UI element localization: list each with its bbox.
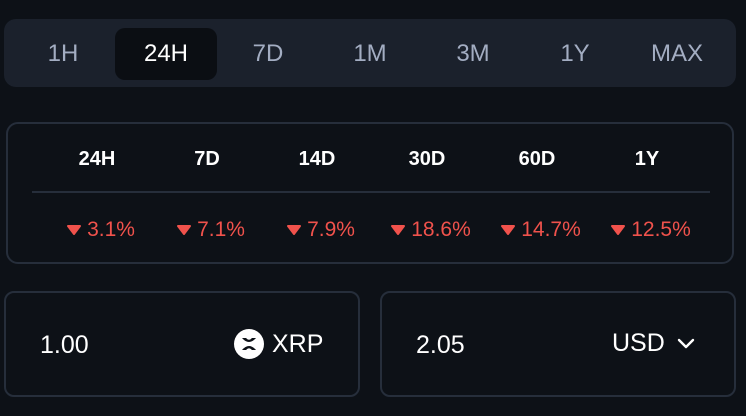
change-value-text: 7.9% bbox=[307, 218, 355, 241]
change-value-text: 3.1% bbox=[87, 218, 135, 241]
change-value-text: 12.5% bbox=[631, 218, 691, 241]
chevron-down-icon bbox=[677, 338, 694, 348]
caret-down-icon bbox=[287, 225, 302, 235]
change-value-30d: 18.6% bbox=[376, 218, 486, 242]
tab-7d[interactable]: 7D bbox=[252, 40, 284, 67]
change-value-60d: 14.7% bbox=[486, 218, 596, 242]
xrp-logo-icon bbox=[234, 329, 264, 359]
from-amount-field[interactable]: 1.00 XRP bbox=[4, 291, 360, 397]
to-currency-label: USD bbox=[612, 329, 665, 357]
caret-down-icon bbox=[611, 225, 626, 235]
tab-1h[interactable]: 1H bbox=[47, 40, 79, 67]
tab-1m[interactable]: 1M bbox=[353, 40, 387, 67]
change-value-14d: 7.9% bbox=[266, 218, 376, 242]
from-currency-label: XRP bbox=[272, 329, 324, 358]
price-change-card: 24H 7D 14D 30D 60D 1Y 3.1% 7.1% 7.9% 18.… bbox=[6, 122, 734, 264]
tab-max[interactable]: MAX bbox=[650, 40, 703, 67]
change-value-7d: 7.1% bbox=[156, 218, 266, 242]
time-range-selector: 1H 24H 7D 1M 3M 1Y MAX bbox=[4, 19, 736, 87]
change-value-1y: 12.5% bbox=[596, 218, 706, 242]
caret-down-icon bbox=[67, 225, 82, 235]
to-amount-field[interactable]: 2.05 USD bbox=[380, 291, 736, 397]
from-amount-input[interactable]: 1.00 bbox=[40, 331, 89, 359]
change-period-24h: 24H bbox=[78, 148, 116, 170]
change-value-text: 14.7% bbox=[521, 218, 581, 241]
from-currency: XRP bbox=[234, 329, 323, 359]
change-period-14d: 14D bbox=[298, 148, 336, 170]
to-currency-dropdown[interactable]: USD bbox=[612, 329, 695, 358]
tab-24h[interactable]: 24H bbox=[115, 28, 217, 80]
tab-3m[interactable]: 3M bbox=[456, 40, 490, 67]
to-amount-input[interactable]: 2.05 bbox=[416, 331, 465, 359]
change-period-1y: 1Y bbox=[634, 148, 660, 170]
caret-down-icon bbox=[501, 225, 516, 235]
divider bbox=[32, 191, 710, 193]
caret-down-icon bbox=[177, 225, 192, 235]
change-period-7d: 7D bbox=[194, 148, 220, 170]
change-period-60d: 60D bbox=[518, 148, 556, 170]
change-period-30d: 30D bbox=[408, 148, 446, 170]
change-value-text: 7.1% bbox=[197, 218, 245, 241]
caret-down-icon bbox=[391, 225, 406, 235]
change-value-24h: 3.1% bbox=[46, 218, 156, 242]
change-value-text: 18.6% bbox=[411, 218, 471, 241]
tab-1y[interactable]: 1Y bbox=[560, 40, 590, 67]
